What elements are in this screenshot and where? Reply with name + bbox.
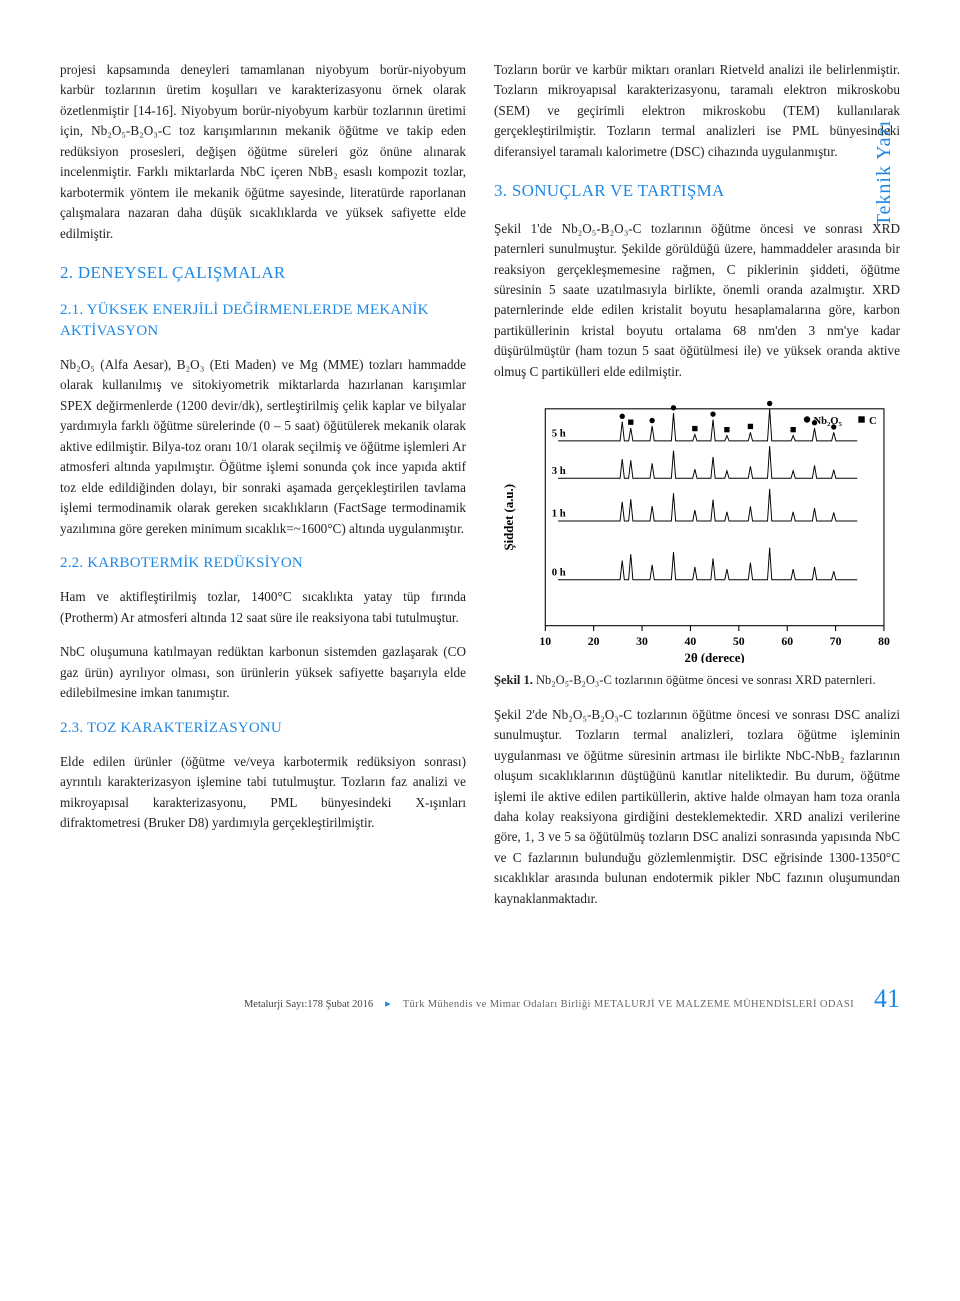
two-column-layout: projesi kapsamında deneyleri tamamlanan … [60,60,900,923]
figure-1-caption: Şekil 1. Nb₂O₅-B₂O₃-C tozlarının öğütme … [494,671,900,690]
footer-organization: Türk Mühendis ve Mimar Odaları Birliği M… [403,997,854,1013]
svg-text:3 h: 3 h [552,465,566,477]
footer-page-number: 41 [874,979,900,1019]
section-2-2-paragraph-a: Ham ve aktifleştirilmiş tozlar, 1400°C s… [60,587,466,628]
section-2-2-paragraph-b: NbC oluşumuna katılmayan redüktan karbon… [60,642,466,703]
figure-1-caption-text: Nb₂O₅-B₂O₃-C tozlarının öğütme öncesi ve… [533,673,876,687]
right-intro-paragraph: Tozların borür ve karbür miktarı oranlar… [494,60,900,162]
footer-separator-icon: ▸ [385,996,391,1013]
page-footer: Metalurji Sayı:178 Şubat 2016 ▸ Türk Müh… [60,973,900,1019]
svg-text:50: 50 [733,635,745,648]
figure-1-xrd-chart: Nb₂O₅ C Şiddet (a.u.) 10 20 30 40 50 60 70 80 2θ (d… [494,396,900,663]
page: Teknik Yazı projesi kapsamında deneyleri… [60,60,900,1020]
section-2-2-heading: 2.2. KARBOTERMİK REDÜKSİYON [60,553,466,573]
right-column: Tozların borür ve karbür miktarı oranlar… [494,60,900,923]
section-3-paragraph-a: Şekil 1'de Nb₂O₅-B₂O₃-C tozlarının öğütm… [494,219,900,383]
xrd-chart-svg: Nb₂O₅ C Şiddet (a.u.) 10 20 30 40 50 60 70 80 2θ (d… [494,396,900,663]
svg-text:10: 10 [539,635,551,648]
figure-1-label: Şekil 1. [494,673,533,687]
section-2-3-heading: 2.3. TOZ KARAKTERİZASYONU [60,718,466,738]
svg-text:30: 30 [636,635,648,648]
footer-issue: Metalurji Sayı:178 Şubat 2016 [244,997,373,1013]
svg-text:2θ (derece): 2θ (derece) [685,651,745,663]
section-3-heading: 3. SONUÇLAR VE TARTIŞMA [494,178,900,204]
left-column: projesi kapsamında deneyleri tamamlanan … [60,60,466,923]
svg-text:60: 60 [781,635,793,648]
svg-text:5 h: 5 h [552,428,566,440]
svg-text:20: 20 [588,635,600,648]
svg-text:C: C [869,415,877,427]
svg-text:70: 70 [830,635,842,648]
svg-text:1 h: 1 h [552,508,566,520]
svg-text:0 h: 0 h [552,567,566,579]
svg-text:Nb₂O₅: Nb₂O₅ [813,415,841,427]
section-2-heading: 2. DENEYSEL ÇALIŞMALAR [60,260,466,286]
section-2-1-paragraph: Nb₂O₅ (Alfa Aesar), B₂O₃ (Eti Maden) ve … [60,355,466,539]
intro-paragraph: projesi kapsamında deneyleri tamamlanan … [60,60,466,244]
section-3-paragraph-b: Şekil 2'de Nb₂O₅-B₂O₃-C tozlarının öğütm… [494,705,900,910]
section-2-1-heading: 2.1. YÜKSEK ENERJİLİ DEĞİRMENLERDE MEKAN… [60,300,466,341]
svg-text:80: 80 [878,635,890,648]
svg-text:40: 40 [685,635,697,648]
side-tab: Teknik Yazı [869,120,900,226]
svg-text:Şiddet (a.u.): Şiddet (a.u.) [502,484,516,551]
section-2-3-paragraph: Elde edilen ürünler (öğütme ve/veya karb… [60,752,466,834]
